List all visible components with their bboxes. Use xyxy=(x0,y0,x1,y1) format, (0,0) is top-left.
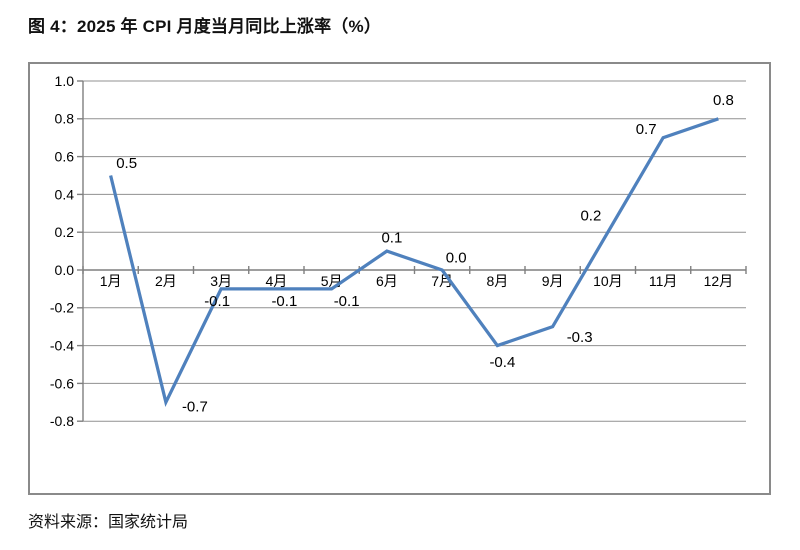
svg-text:11月: 11月 xyxy=(649,273,678,289)
svg-text:-0.8: -0.8 xyxy=(50,413,74,429)
svg-text:1月: 1月 xyxy=(100,273,122,289)
svg-text:0.4: 0.4 xyxy=(55,186,75,202)
svg-text:0.7: 0.7 xyxy=(636,121,657,138)
svg-text:0.0: 0.0 xyxy=(55,262,75,278)
svg-text:-0.1: -0.1 xyxy=(204,293,230,310)
svg-text:-0.4: -0.4 xyxy=(50,338,74,354)
svg-text:3月: 3月 xyxy=(210,273,232,289)
svg-text:-0.4: -0.4 xyxy=(489,354,515,371)
svg-text:10月: 10月 xyxy=(593,273,623,289)
svg-text:0.1: 0.1 xyxy=(381,229,402,246)
svg-text:0.0: 0.0 xyxy=(446,249,467,266)
chart-area: 1.0 0.8 0.6 0.4 0.2 0.0 -0.2 -0.4 -0.6 -0.8 1月 2月 3月… xyxy=(28,62,771,495)
svg-text:-0.3: -0.3 xyxy=(567,329,593,346)
svg-text:-0.1: -0.1 xyxy=(334,293,360,310)
svg-text:1.0: 1.0 xyxy=(55,73,75,89)
svg-text:0.2: 0.2 xyxy=(55,224,75,240)
svg-text:-0.7: -0.7 xyxy=(182,399,208,416)
svg-text:0.2: 0.2 xyxy=(580,207,601,224)
source-note: 资料来源：国家统计局 xyxy=(28,514,189,531)
svg-text:12月: 12月 xyxy=(704,273,734,289)
svg-text:6月: 6月 xyxy=(376,273,398,289)
svg-text:2月: 2月 xyxy=(155,273,177,289)
svg-text:-0.6: -0.6 xyxy=(50,375,74,391)
figure-title: 图 4：2025 年 CPI 月度当月同比上涨率（%） xyxy=(28,17,382,36)
svg-text:8月: 8月 xyxy=(486,273,508,289)
svg-text:0.5: 0.5 xyxy=(116,155,137,172)
svg-text:0.6: 0.6 xyxy=(55,149,75,165)
svg-text:-0.1: -0.1 xyxy=(271,293,297,310)
svg-text:5月: 5月 xyxy=(321,273,343,289)
svg-text:9月: 9月 xyxy=(542,273,564,289)
svg-text:4月: 4月 xyxy=(265,273,287,289)
svg-text:-0.2: -0.2 xyxy=(50,300,74,316)
cpi-line-chart: 1.0 0.8 0.6 0.4 0.2 0.0 -0.2 -0.4 -0.6 -0.8 1月 2月 3月… xyxy=(50,73,747,429)
svg-text:0.8: 0.8 xyxy=(55,111,75,127)
svg-text:0.8: 0.8 xyxy=(713,92,734,109)
